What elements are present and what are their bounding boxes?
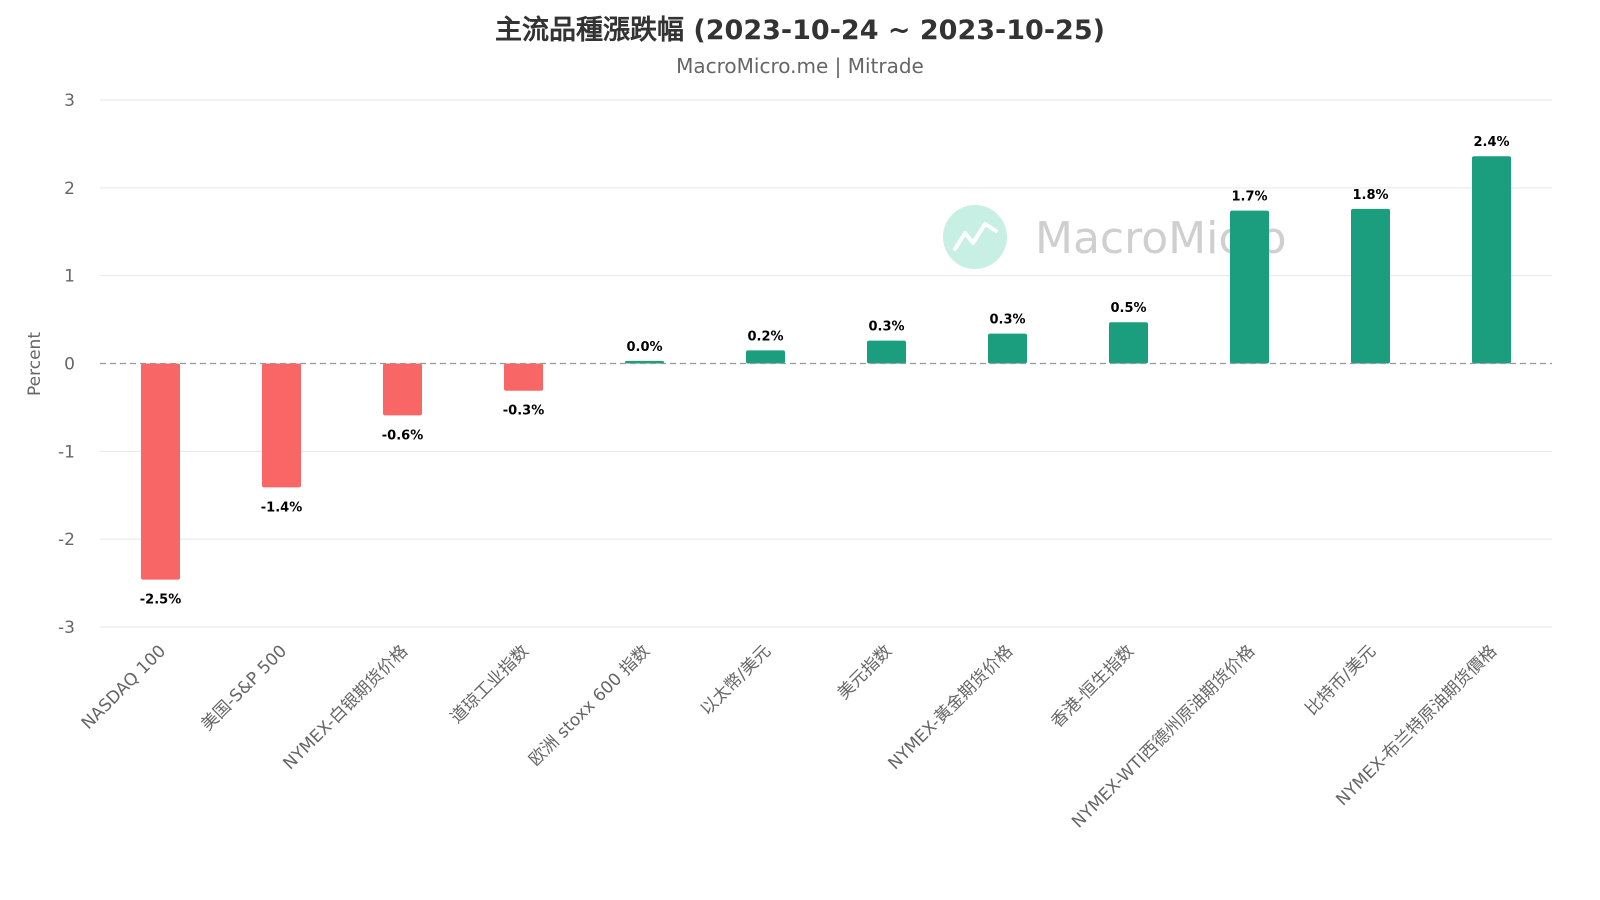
x-tick-label: NYMEX-黃金期货价格 (884, 641, 1017, 774)
bar[interactable] (746, 350, 785, 364)
data-labels: -2.5% -1.4% -0.6% -0.3% 0.0% 0.2% 0.3% 0.3% 0.5%… (140, 135, 1510, 607)
bar[interactable] (141, 363, 180, 580)
bar[interactable] (504, 363, 543, 391)
data-label: 0.3% (868, 320, 904, 335)
bar[interactable] (988, 333, 1027, 364)
bar[interactable] (1109, 322, 1148, 364)
x-tick-label: 香港-恒生指数 (1047, 641, 1138, 732)
bar[interactable] (625, 360, 664, 364)
grid-lines (100, 99, 1552, 628)
chart-title: 主流品種漲跌幅 (2023-10-24 ~ 2023-10-25) (495, 15, 1105, 46)
x-tick-label: 以太幣/美元 (697, 641, 775, 719)
data-label: -0.3% (503, 404, 544, 419)
chart-subtitle: MacroMicro.me | Mitrade (676, 54, 924, 78)
y-axis-title: Percent (25, 332, 45, 396)
data-label: -1.4% (261, 500, 302, 515)
data-label: -2.5% (140, 593, 181, 608)
bar[interactable] (867, 340, 906, 364)
y-tick-label: 2 (64, 179, 75, 199)
y-tick-label: 3 (64, 91, 75, 111)
data-label: 1.8% (1352, 188, 1388, 203)
bar[interactable] (1472, 156, 1511, 364)
bars (141, 156, 1511, 580)
y-tick-label: 1 (64, 267, 75, 287)
x-tick-label: NYMEX-白银期货价格 (279, 641, 412, 774)
data-label: 0.2% (747, 329, 783, 344)
y-tick-label: -3 (58, 618, 75, 638)
bar[interactable] (1230, 210, 1269, 364)
x-tick-label: 道琼工业指数 (447, 641, 533, 727)
y-tick-label: 0 (64, 355, 75, 375)
data-label: 0.0% (626, 340, 662, 355)
x-tick-label: 美元指数 (834, 641, 896, 703)
x-tick-label: 美国-S&P 500 (197, 641, 291, 735)
x-tick-label: NASDAQ 100 (78, 641, 170, 733)
y-tick-label: -1 (58, 442, 75, 462)
logo-line-icon (953, 222, 998, 251)
x-tick-label: 欧洲 stoxx 600 指数 (525, 641, 654, 770)
bar[interactable] (383, 363, 422, 416)
y-tick-label: -2 (58, 530, 75, 550)
bar[interactable] (1351, 208, 1390, 364)
data-label: 2.4% (1473, 135, 1509, 150)
data-label: -0.6% (382, 428, 423, 443)
y-axis-ticks: 3 2 1 0 -1 -2 -3 (58, 91, 75, 638)
x-tick-label: 比特币/美元 (1302, 641, 1380, 719)
data-label: 1.7% (1231, 190, 1267, 205)
data-label: 0.3% (989, 313, 1025, 328)
bar[interactable] (262, 363, 301, 488)
data-label: 0.5% (1110, 301, 1146, 316)
